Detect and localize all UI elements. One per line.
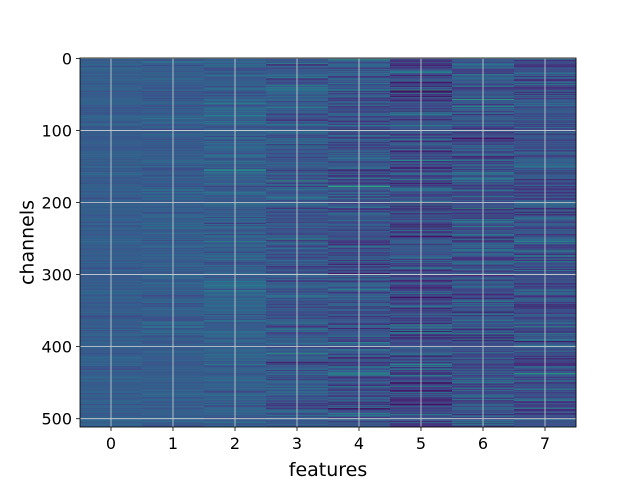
grid-lines <box>80 57 576 427</box>
y-tick-label: 400 <box>41 338 72 357</box>
y-tick-label: 100 <box>41 121 72 140</box>
y-axis-label: channels <box>17 200 39 285</box>
x-tick-label: 1 <box>168 434 178 453</box>
y-tick-label: 200 <box>41 194 72 213</box>
plot-frame <box>79 57 577 428</box>
x-tick-label: 6 <box>478 434 488 453</box>
x-tick-label: 4 <box>354 434 364 453</box>
x-tick-label: 0 <box>106 434 116 453</box>
x-tick-label: 5 <box>416 434 426 453</box>
x-tick-label: 2 <box>230 434 240 453</box>
heatmap-cells <box>80 58 577 428</box>
x-tick-label: 3 <box>292 434 302 453</box>
y-tick-label: 300 <box>41 266 72 285</box>
y-tick-label: 500 <box>41 410 72 429</box>
x-axis-ticks: 0 1 2 3 4 5 6 7 <box>106 427 550 453</box>
x-tick-label: 7 <box>540 434 550 453</box>
x-axis-label: features <box>289 459 368 480</box>
y-axis-ticks: 0 100 200 300 400 500 <box>41 49 80 429</box>
y-tick-label: 0 <box>62 49 72 68</box>
